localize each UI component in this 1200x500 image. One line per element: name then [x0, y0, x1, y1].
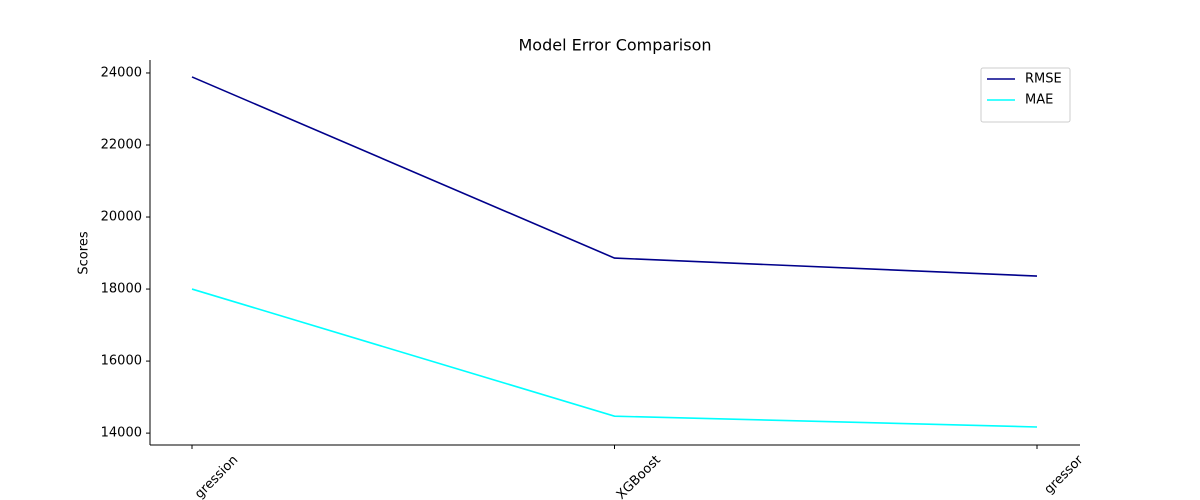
chart-title: Model Error Comparison: [518, 36, 711, 55]
line-series: [191, 288, 1038, 428]
y-tick-label: 16000: [101, 354, 142, 369]
line-series: [191, 76, 1038, 277]
y-tick-label: 18000: [101, 282, 142, 297]
x-tick-label: gression: [192, 453, 241, 500]
y-tick-label: 20000: [101, 210, 142, 225]
legend-label: RMSE: [1025, 72, 1062, 87]
legend-box: [980, 67, 1071, 123]
y-axis-label: Scores: [77, 231, 92, 274]
y-tick-label: 14000: [101, 426, 142, 441]
x-tick-label: XGBoost: [614, 453, 664, 500]
y-tick-label: 24000: [101, 65, 142, 80]
x-tick-label: gressor: [1042, 452, 1087, 497]
legend-label: MAE: [1025, 93, 1053, 108]
y-tick-label: 22000: [101, 137, 142, 152]
